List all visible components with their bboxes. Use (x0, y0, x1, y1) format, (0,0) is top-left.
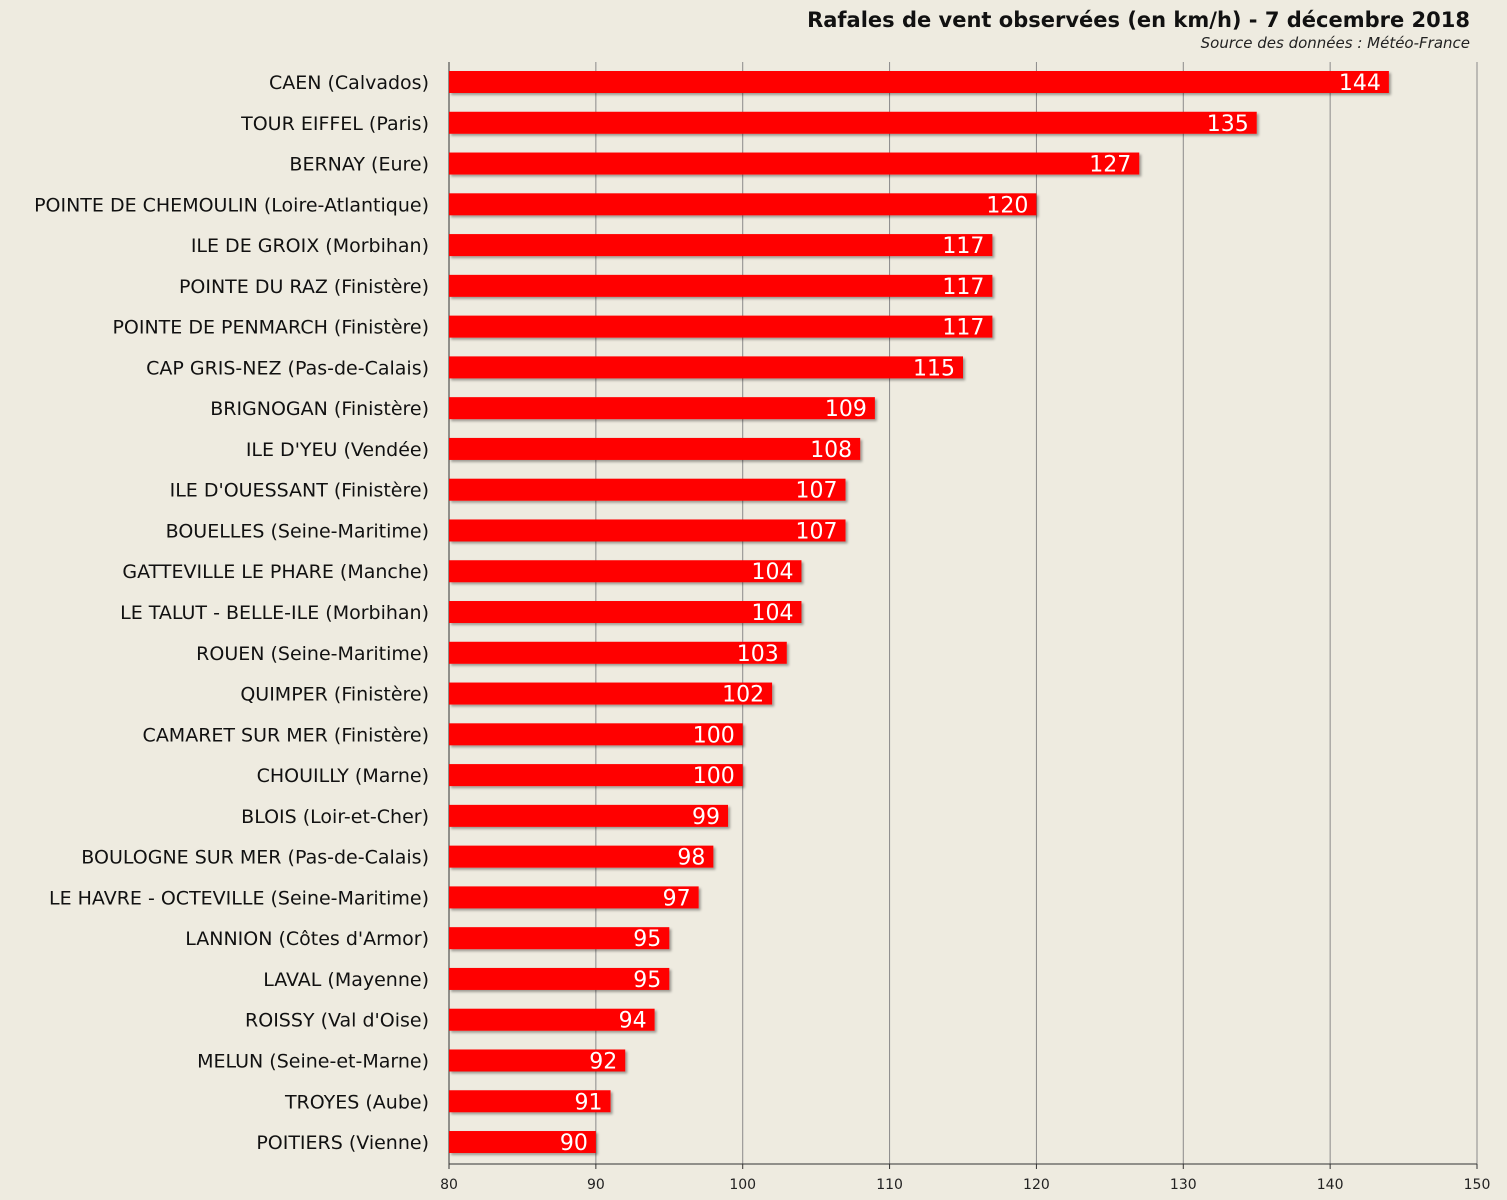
category-label: QUIMPER (Finistère) (240, 684, 429, 706)
bar (449, 152, 1140, 175)
category-label: BOUELLES (Seine-Maritime) (166, 520, 429, 542)
category-label: TROYES (Aube) (284, 1091, 429, 1113)
bar (449, 886, 699, 909)
x-tick-label: 80 (440, 1177, 458, 1193)
value-label: 117 (942, 234, 984, 259)
bar (449, 437, 861, 460)
category-label: GATTEVILLE LE PHARE (Manche) (122, 561, 429, 583)
category-label: ROISSY (Val d'Oise) (245, 1010, 429, 1032)
category-label: LE HAVRE - OCTEVILLE (Seine-Maritime) (49, 887, 429, 909)
category-label: BLOIS (Loir-et-Cher) (241, 806, 429, 828)
x-tick-label: 120 (1023, 1177, 1050, 1193)
value-label: 104 (751, 560, 793, 585)
value-label: 91 (575, 1090, 603, 1115)
category-label: CAP GRIS-NEZ (Pas-de-Calais) (146, 357, 429, 379)
category-label: MELUN (Seine-et-Marne) (197, 1050, 429, 1072)
x-tick-label: 130 (1170, 1177, 1197, 1193)
value-label: 127 (1089, 153, 1131, 178)
value-label: 90 (560, 1131, 588, 1156)
bar (449, 519, 846, 542)
value-label: 115 (913, 356, 955, 381)
value-label: 103 (737, 642, 779, 667)
x-tick-label: 100 (729, 1177, 756, 1193)
value-label: 102 (722, 683, 764, 708)
bar (449, 1008, 655, 1031)
x-tick-label: 90 (587, 1177, 605, 1193)
value-label: 144 (1339, 71, 1381, 96)
value-label: 117 (942, 316, 984, 341)
value-label: 100 (693, 764, 735, 789)
chart-subtitle: Source des données : Météo-France (1200, 34, 1470, 52)
value-label: 107 (796, 479, 838, 504)
category-label: CHOUILLY (Marne) (257, 765, 429, 787)
bar (449, 478, 846, 501)
value-label: 104 (751, 601, 793, 626)
value-label: 95 (633, 927, 661, 952)
value-label: 120 (986, 193, 1028, 218)
bar (449, 193, 1037, 216)
bar (449, 315, 993, 338)
category-label: CAEN (Calvados) (269, 72, 429, 94)
bar (449, 234, 993, 257)
chart-title: Rafales de vent observées (en km/h) - 7 … (807, 8, 1470, 32)
category-label: BERNAY (Eure) (289, 154, 429, 176)
category-label: LE TALUT - BELLE-ILE (Morbihan) (120, 602, 429, 624)
value-label: 99 (692, 805, 720, 830)
category-label: POINTE DE CHEMOULIN (Loire-Atlantique) (34, 194, 429, 216)
value-label: 117 (942, 275, 984, 300)
bar (449, 560, 802, 583)
bar (449, 274, 993, 297)
x-tick-label: 110 (876, 1177, 903, 1193)
category-label: POINTE DE PENMARCH (Finistère) (112, 317, 429, 339)
category-label: ROUEN (Seine-Maritime) (196, 643, 429, 665)
value-label: 135 (1207, 112, 1249, 137)
category-label: LAVAL (Mayenne) (263, 969, 429, 991)
category-label: TOUR EIFFEL (Paris) (240, 113, 429, 135)
value-label: 98 (677, 846, 705, 871)
value-label: 100 (693, 723, 735, 748)
category-label: POITIERS (Vienne) (256, 1132, 429, 1154)
value-label: 92 (589, 1049, 617, 1074)
bar (449, 764, 743, 787)
value-label: 108 (810, 438, 852, 463)
bar (449, 601, 802, 624)
value-label: 94 (619, 1009, 647, 1034)
bar (449, 723, 743, 746)
x-tick-label: 140 (1317, 1177, 1344, 1193)
bar (449, 1131, 596, 1154)
value-label: 109 (825, 397, 867, 422)
x-tick-label: 150 (1464, 1177, 1491, 1193)
bar (449, 927, 670, 950)
bar (449, 111, 1257, 134)
value-label: 97 (663, 886, 691, 911)
bar (449, 845, 714, 868)
category-label: LANNION (Côtes d'Armor) (185, 928, 429, 950)
value-label: 107 (796, 519, 838, 544)
bar (449, 682, 773, 705)
bar (449, 1049, 626, 1072)
category-label: POINTE DU RAZ (Finistère) (179, 276, 429, 298)
category-label: BOULOGNE SUR MER (Pas-de-Calais) (81, 847, 429, 869)
bar (449, 1090, 611, 1113)
value-label: 95 (633, 968, 661, 993)
bar (449, 967, 670, 990)
category-label: BRIGNOGAN (Finistère) (210, 398, 429, 420)
bar (449, 397, 875, 420)
bar (449, 641, 787, 664)
category-label: ILE D'YEU (Vendée) (246, 439, 429, 461)
bar (449, 356, 963, 379)
category-label: CAMARET SUR MER (Finistère) (143, 724, 429, 746)
category-label: ILE D'OUESSANT (Finistère) (170, 480, 429, 502)
bar (449, 71, 1389, 93)
category-label: ILE DE GROIX (Morbihan) (191, 235, 429, 257)
bar (449, 804, 729, 827)
